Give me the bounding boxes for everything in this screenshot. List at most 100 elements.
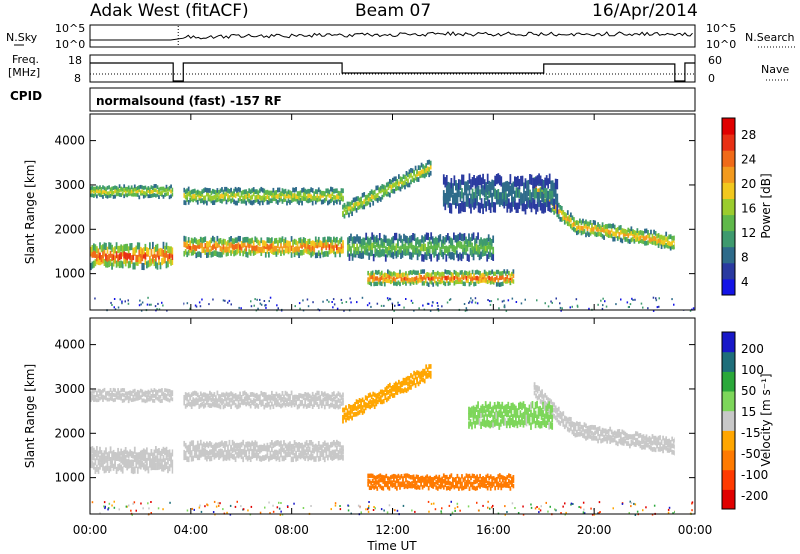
noise-line bbox=[90, 31, 693, 41]
velocity-colorbar-swatch-5 bbox=[722, 391, 735, 412]
power-colorbar-tick-5: 8 bbox=[741, 251, 749, 265]
x-tick-5: 20:00 bbox=[577, 523, 612, 537]
power-speckles bbox=[94, 296, 695, 312]
cpid-label: CPID bbox=[10, 89, 42, 103]
power-band-3 bbox=[183, 186, 344, 206]
power-colorbar-swatch-4 bbox=[722, 214, 735, 232]
velocity-colorbar: 200 100 50 15 -15 -50 -100 -200 Velocity [m s⁻¹… bbox=[721, 331, 773, 510]
velocity-band-5 bbox=[367, 473, 515, 491]
power-colorbar-swatch-5 bbox=[722, 198, 735, 216]
power-band-1 bbox=[183, 235, 344, 259]
velocity-colorbar-tick-4: -15 bbox=[741, 426, 761, 440]
velocity-band-6 bbox=[533, 382, 677, 456]
velocity-colorbar-tick-2: 50 bbox=[741, 384, 756, 398]
power-colorbar-swatch-8 bbox=[722, 150, 735, 167]
noise-right-top: 10^5 bbox=[706, 22, 736, 35]
power-band-0 bbox=[90, 241, 174, 271]
power-band-2 bbox=[90, 184, 174, 200]
power-ytick-0: 1000 bbox=[54, 267, 85, 281]
power-band-4 bbox=[342, 159, 432, 219]
power-band-8 bbox=[442, 173, 559, 215]
velocity-ylabel: Slant Range [km] bbox=[23, 364, 37, 468]
velocity-panel: 1000 2000 3000 4000 Slant Range [km] bbox=[23, 317, 696, 516]
velocity-colorbar-tick-6: -100 bbox=[741, 468, 768, 482]
velocity-ytick-1: 2000 bbox=[54, 426, 85, 440]
power-colorbar-tick-4: 12 bbox=[741, 226, 756, 240]
power-band-6 bbox=[367, 269, 515, 287]
date-title: 16/Apr/2014 bbox=[592, 1, 698, 21]
velocity-band-1 bbox=[183, 439, 344, 463]
velocity-colorbar-tick-5: -50 bbox=[741, 447, 761, 461]
x-tick-4: 16:00 bbox=[476, 523, 511, 537]
nave-right-bottom: 0 bbox=[708, 72, 715, 85]
x-tick-1: 04:00 bbox=[174, 523, 209, 537]
velocity-colorbar-swatch-4 bbox=[722, 410, 735, 431]
velocity-band-0 bbox=[90, 446, 174, 475]
freq-left-bottom: 8 bbox=[74, 72, 81, 85]
velocity-band-4 bbox=[342, 364, 432, 424]
power-colorbar-tick-1: 24 bbox=[741, 153, 756, 167]
power-colorbar-swatch-10 bbox=[722, 118, 735, 135]
noise-panel: N.Sky 10^5 10^0 10^5 10^0 N.Search bbox=[6, 22, 795, 51]
power-colorbar-swatch-9 bbox=[722, 134, 735, 151]
power-colorbar-tick-2: 20 bbox=[741, 177, 756, 191]
power-colorbar-tick-3: 16 bbox=[741, 202, 756, 216]
velocity-ytick-0: 1000 bbox=[54, 471, 85, 485]
velocity-data bbox=[90, 318, 694, 516]
power-colorbar-swatch-1 bbox=[722, 262, 735, 280]
velocity-colorbar-tick-1: 100 bbox=[741, 363, 764, 377]
noise-left-bottom: 10^0 bbox=[55, 38, 85, 51]
velocity-colorbar-swatch-3 bbox=[722, 430, 735, 451]
power-colorbar-swatch-7 bbox=[722, 166, 735, 183]
velocity-colorbar-tick-0: 200 bbox=[741, 342, 764, 356]
velocity-colorbar-swatch-0 bbox=[722, 489, 735, 510]
velocity-band-7 bbox=[468, 400, 554, 430]
power-colorbar-tick-6: 4 bbox=[741, 275, 749, 289]
x-tick-6: 00:00 bbox=[678, 523, 713, 537]
nsky-label: N.Sky bbox=[6, 31, 38, 44]
power-colorbar-label: Power [dB] bbox=[759, 173, 773, 238]
nave-label: Nave bbox=[761, 63, 789, 76]
freq-label-1: Freq. bbox=[12, 53, 39, 66]
velocity-colorbar-label: Velocity [m s⁻¹] bbox=[759, 373, 773, 466]
velocity-y-axis: 1000 2000 3000 4000 bbox=[54, 338, 695, 485]
velocity-colorbar-swatch-7 bbox=[722, 351, 735, 372]
velocity-colorbar-tick-7: -200 bbox=[741, 489, 768, 503]
power-panel: 1000 2000 3000 4000 Slant Range [km] bbox=[23, 113, 696, 312]
freq-left-top: 18 bbox=[68, 54, 82, 67]
velocity-colorbar-tick-3: 15 bbox=[741, 405, 756, 419]
freq-label-2: [MHz] bbox=[8, 66, 40, 79]
beam-title: Beam 07 bbox=[355, 1, 431, 21]
power-ytick-3: 4000 bbox=[54, 134, 85, 148]
velocity-band-2 bbox=[90, 387, 174, 404]
velocity-ytick-3: 4000 bbox=[54, 338, 85, 352]
velocity-colorbar-swatch-8 bbox=[722, 332, 735, 353]
power-colorbar-swatch-3 bbox=[722, 230, 735, 248]
x-tick-3: 12:00 bbox=[375, 523, 410, 537]
power-data bbox=[90, 114, 695, 312]
freq-line bbox=[90, 62, 695, 82]
program-name: normalsound (fast) -157 RF bbox=[96, 94, 282, 108]
nsearch-label: N.Search bbox=[745, 31, 795, 44]
velocity-colorbar-swatch-1 bbox=[722, 469, 735, 490]
nave-right-top: 60 bbox=[708, 54, 722, 67]
velocity-ytick-2: 3000 bbox=[54, 382, 85, 396]
x-axis-label: Time UT bbox=[366, 539, 417, 553]
freq-panel: Freq. [MHz] 18 8 60 0 Nave CPID bbox=[8, 53, 789, 103]
power-colorbar-swatch-2 bbox=[722, 246, 735, 264]
x-axis: 00:00 04:00 08:00 12:00 16:00 20:00 00:00 bbox=[73, 114, 713, 537]
cpid-box bbox=[89, 87, 696, 112]
station-title: Adak West (fitACF) bbox=[90, 1, 249, 21]
power-band-5 bbox=[347, 232, 495, 262]
noise-left-top: 10^5 bbox=[55, 22, 85, 35]
x-tick-2: 08:00 bbox=[274, 523, 309, 537]
power-y-axis: 1000 2000 3000 4000 bbox=[54, 134, 695, 281]
velocity-band-3 bbox=[183, 390, 344, 410]
power-ytick-2: 3000 bbox=[54, 178, 85, 192]
noise-right-bottom: 10^0 bbox=[706, 38, 736, 51]
power-colorbar-swatch-6 bbox=[722, 182, 735, 199]
power-colorbar-swatch-0 bbox=[722, 278, 735, 296]
power-ylabel: Slant Range [km] bbox=[23, 160, 37, 264]
power-ytick-1: 2000 bbox=[54, 222, 85, 236]
